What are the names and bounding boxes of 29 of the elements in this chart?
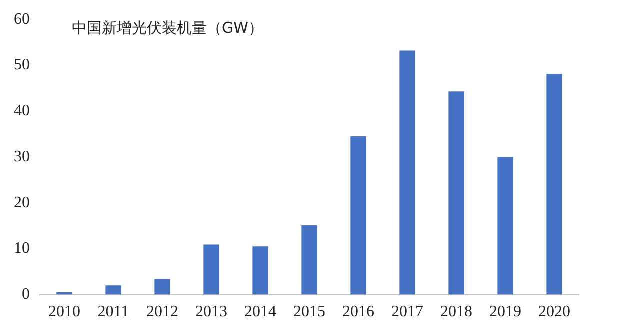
y-tick-label: 40 bbox=[14, 102, 30, 120]
bar bbox=[546, 74, 562, 295]
bar bbox=[204, 244, 220, 295]
bar bbox=[252, 246, 268, 295]
x-tick-label: 2011 bbox=[98, 304, 130, 321]
x-tick-label: 2016 bbox=[342, 304, 374, 321]
y-tick-label: 60 bbox=[14, 10, 30, 28]
y-tick-label: 20 bbox=[14, 194, 30, 212]
x-tick-label: 2015 bbox=[294, 304, 326, 321]
y-tick-label: 50 bbox=[14, 56, 30, 74]
y-tick-label: 30 bbox=[14, 148, 30, 166]
y-tick-label: 10 bbox=[14, 240, 30, 258]
chart-title: 中国新增光伏装机量（GW） bbox=[72, 18, 264, 37]
bar bbox=[154, 279, 170, 295]
x-tick-label: 2013 bbox=[196, 304, 228, 321]
y-tick-label: 0 bbox=[22, 286, 30, 304]
bar bbox=[448, 92, 464, 295]
x-tick-label: 2020 bbox=[538, 304, 570, 321]
x-tick-label: 2018 bbox=[440, 304, 472, 321]
x-tick-label: 2010 bbox=[48, 304, 80, 321]
x-tick-label: 2017 bbox=[392, 304, 424, 321]
bar bbox=[106, 286, 122, 295]
bar bbox=[400, 50, 416, 295]
bar bbox=[302, 226, 318, 295]
x-tick-label: 2014 bbox=[244, 304, 276, 321]
bar bbox=[498, 157, 514, 295]
x-tick-label: 2012 bbox=[146, 304, 178, 321]
x-tick-label: 2019 bbox=[490, 304, 522, 321]
bar bbox=[350, 136, 366, 295]
